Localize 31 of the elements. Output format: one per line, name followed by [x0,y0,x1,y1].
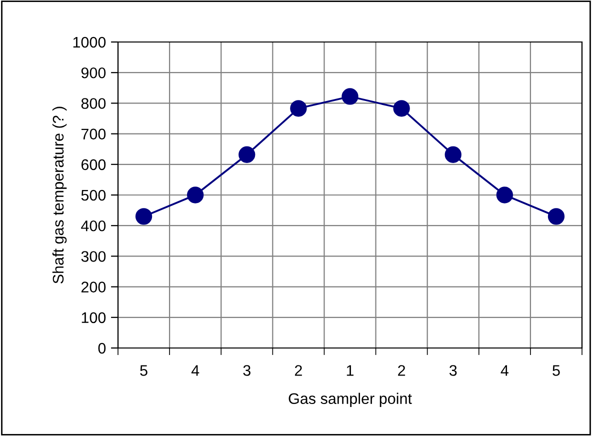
x-tick-label: 5 [552,365,560,376]
point [135,208,152,225]
y-tick-label: 0 [98,342,106,354]
point [187,186,204,204]
x-tick-label: 3 [449,365,457,376]
point [496,186,513,204]
x-tick-label: 1 [346,365,354,376]
point [290,100,307,117]
x-tick-label: 4 [191,365,200,376]
y-tick-label: 600 [81,159,106,170]
point [238,146,256,163]
y-tick-label: 800 [81,98,106,109]
y-tick-label: 500 [81,190,106,201]
y-tick-label: 300 [81,251,106,262]
y-tick-label: 100 [82,312,106,324]
y-tick-label: 200 [81,282,106,292]
x-tick-label: 3 [243,365,250,376]
y-axis-title: Shaft gas temperature (? ) [52,106,67,284]
point [444,146,462,163]
x-tick-label: 2 [294,365,302,376]
x-tick-label: 2 [398,365,406,376]
point [342,88,358,105]
y-tick-label: 400 [81,220,106,232]
point [548,208,565,225]
x-tick-label: 5 [140,365,148,376]
x-axis-title: Gas sampler point [288,392,412,408]
y-tick-label: 1000 [73,36,106,48]
x-tick-label: 4 [500,365,508,376]
y-tick-label: 700 [81,128,106,140]
point [393,100,410,117]
y-tick-label: 900 [81,67,106,78]
